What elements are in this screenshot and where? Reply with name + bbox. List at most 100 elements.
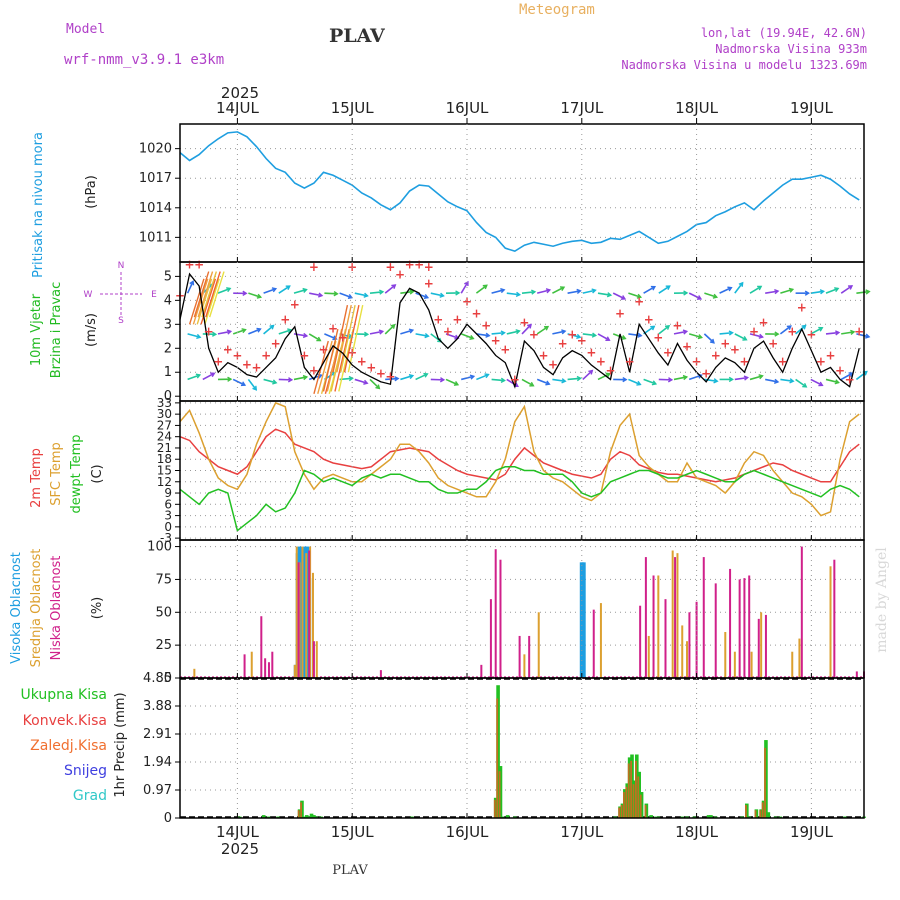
watermark: made by Angel xyxy=(874,547,890,653)
cloud-bar xyxy=(599,603,602,678)
cloud-bar xyxy=(798,638,801,678)
gust-marker: + xyxy=(548,357,558,371)
wind-arrow xyxy=(278,329,292,335)
wind-arrow-head xyxy=(819,289,826,295)
cloud-bar xyxy=(833,559,836,678)
wind-arrow-head xyxy=(576,333,582,340)
wind-arrow xyxy=(567,333,581,339)
wind-arrow xyxy=(673,376,687,381)
wind-arrow xyxy=(309,292,323,297)
wind-arrow-head xyxy=(728,376,734,383)
gust-marker: + xyxy=(309,363,319,377)
wind-arrow-head xyxy=(531,289,537,295)
wind-arrow-head xyxy=(802,382,808,388)
wind-fan-arrow xyxy=(317,340,333,394)
wind-speed-line xyxy=(179,272,860,389)
wind-arrow xyxy=(795,324,807,335)
wind-arrow-head xyxy=(423,372,429,378)
wind-arrow xyxy=(643,285,656,294)
gust-marker: + xyxy=(586,345,596,359)
bottom-day-label: 19JUL xyxy=(790,823,833,841)
gust-marker: + xyxy=(653,330,663,344)
temp-label-2: SFC Temp xyxy=(49,442,64,506)
wind-arrow-head xyxy=(211,331,218,337)
wind-arrow-head xyxy=(515,291,522,298)
gust-marker: + xyxy=(701,366,711,380)
compass-west: W xyxy=(84,290,93,300)
precip-bar-conv xyxy=(627,763,630,818)
cloud-bar xyxy=(639,605,642,678)
wind-arrow-head xyxy=(256,327,262,333)
wind-arrow xyxy=(704,292,718,298)
wind-arrow-head xyxy=(363,292,369,298)
wind-arrow-head xyxy=(332,335,338,341)
wind-arrow xyxy=(855,370,868,381)
gust-marker: + xyxy=(223,342,233,356)
gust-marker: + xyxy=(385,260,395,274)
wind-arrow xyxy=(841,331,855,335)
gust-marker: + xyxy=(519,316,529,330)
wind-arrow xyxy=(415,333,429,337)
wind-arrow xyxy=(536,378,550,385)
gust-marker: + xyxy=(261,348,271,362)
y-tick-label: 6 xyxy=(164,497,172,511)
wind-arrow xyxy=(521,378,534,387)
bottom-day-label: 17JUL xyxy=(560,823,603,841)
y-tick-label: 24 xyxy=(157,430,172,444)
wind-arrow-head xyxy=(591,332,598,338)
y-tick-label: 100 xyxy=(147,540,172,555)
precip-legend-snow: Snijeg xyxy=(64,763,107,779)
y-tick-label: 3.88 xyxy=(143,699,172,714)
precip-bar-conv xyxy=(745,805,747,818)
precip-bar xyxy=(493,797,498,818)
wind-arrow-head xyxy=(605,336,611,342)
y-tick-label: 1017 xyxy=(139,171,172,186)
wind-arrow xyxy=(810,290,824,294)
wind-fan-arrow xyxy=(347,304,364,373)
pressure-panel: Pritisak na nivou mora (hPa) 1011 1014 101… xyxy=(31,123,865,278)
gust-marker: + xyxy=(443,325,453,339)
y-tick-label: 33 xyxy=(157,396,172,410)
wind-fan xyxy=(188,271,364,394)
wind-arrow-head xyxy=(363,331,370,337)
cloud-bar xyxy=(267,662,270,678)
gust-marker: + xyxy=(787,325,797,339)
wind-arrow xyxy=(369,330,383,335)
gust-marker: + xyxy=(682,339,692,353)
wind-arrow-head xyxy=(363,379,369,385)
wind-arrow xyxy=(521,291,536,294)
wind-arrow xyxy=(248,292,262,298)
gust-marker: + xyxy=(500,342,510,356)
wind-arrow-head xyxy=(285,285,291,290)
y-tick-label: 9 xyxy=(164,486,172,500)
y-tick-label: -3 xyxy=(160,531,172,545)
y-tick-label: 18 xyxy=(157,452,172,466)
wind-arrow-head xyxy=(484,373,490,379)
wind-arrow xyxy=(430,292,444,297)
wind-arrow-head xyxy=(636,380,642,386)
top-day-label: 18JUL xyxy=(675,99,718,117)
top-day-label: 15JUL xyxy=(331,99,374,117)
wind-arrow xyxy=(673,330,687,335)
y-tick-label: 0.97 xyxy=(143,783,172,798)
wind-arrow xyxy=(202,372,215,381)
precip-bar-conv xyxy=(618,807,621,818)
wind-arrow-head xyxy=(835,330,841,336)
wind-arrow-head xyxy=(834,287,840,293)
wind-arrow xyxy=(780,288,794,294)
wind-fan-arrow xyxy=(330,328,347,392)
wind-arrow xyxy=(719,286,732,294)
y-tick-label: 1014 xyxy=(139,201,172,216)
gust-marker: + xyxy=(615,307,625,321)
precip-bar-conv xyxy=(620,805,623,818)
gust-marker: + xyxy=(213,354,223,368)
gust-marker: + xyxy=(806,327,816,341)
wind-arrow-head xyxy=(786,325,792,331)
wind-arrow xyxy=(324,292,338,295)
wind-arrow xyxy=(187,333,201,339)
wind-arrow-head xyxy=(469,374,476,380)
wind-arrow xyxy=(688,292,702,300)
top-day-label: 17JUL xyxy=(560,99,603,117)
wind-arrow-head xyxy=(774,331,780,337)
wind-arrow-head xyxy=(482,284,488,290)
